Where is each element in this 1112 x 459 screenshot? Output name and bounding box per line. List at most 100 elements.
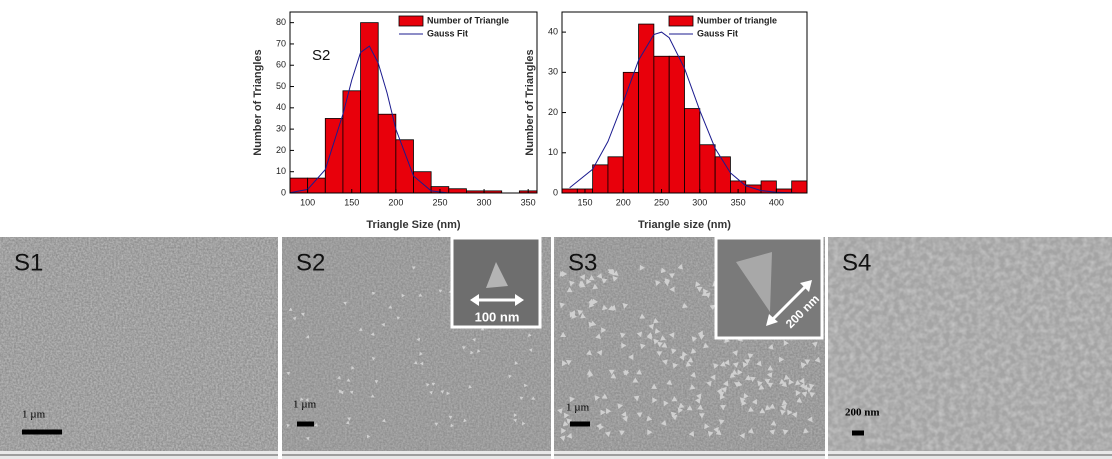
particle: [586, 278, 592, 285]
particle: [343, 301, 347, 306]
particle: [446, 391, 450, 396]
particle: [598, 424, 604, 430]
particle: [710, 374, 716, 381]
sem-texture: [828, 237, 1112, 459]
particle: [619, 430, 625, 436]
particle: [661, 342, 668, 348]
particle: [426, 383, 430, 387]
particle: [595, 333, 601, 340]
particle: [388, 305, 393, 309]
fit-line: [569, 31, 800, 194]
bar: [638, 23, 655, 194]
particle: [811, 341, 818, 348]
y-tick-label: 10: [548, 147, 558, 157]
particle: [337, 375, 341, 380]
particle: [677, 407, 684, 414]
particle: [370, 332, 375, 336]
particle: [411, 266, 416, 270]
bar: [653, 55, 670, 194]
particle: [513, 418, 517, 423]
particle: [561, 427, 567, 434]
particle: [636, 369, 643, 375]
particle: [766, 372, 773, 378]
particle: [741, 400, 747, 406]
bar: [448, 188, 467, 194]
particle: [696, 286, 703, 293]
particle: [374, 380, 379, 384]
particle: [654, 328, 661, 334]
particle: [463, 418, 467, 423]
particle: [569, 310, 575, 317]
particle: [347, 417, 351, 421]
scale-bar: [297, 421, 314, 427]
particle: [565, 360, 572, 366]
particle: [724, 359, 730, 366]
particle: [663, 400, 669, 407]
particle: [732, 362, 739, 368]
particle: [580, 313, 586, 319]
particle: [814, 356, 821, 363]
particle: [346, 378, 351, 382]
particle: [767, 365, 774, 371]
particle: [769, 403, 776, 409]
annotation: S2: [312, 47, 330, 64]
particle: [305, 335, 310, 339]
particle: [596, 273, 603, 279]
particle: [757, 380, 763, 387]
particle: [577, 309, 584, 316]
x-tick-label: 350: [521, 197, 536, 207]
particle: [653, 338, 659, 345]
x-axis-label: Triangle size (nm): [638, 219, 731, 231]
particle: [796, 397, 803, 403]
particle: [662, 359, 668, 366]
y-tick-label: 10: [276, 166, 286, 176]
particle: [418, 293, 423, 297]
particle: [413, 360, 418, 365]
y-axis-label: Number of Triangles: [524, 49, 536, 155]
particle: [301, 312, 305, 317]
particle: [438, 289, 443, 293]
y-tick-label: 30: [548, 67, 558, 77]
plot-frame: [289, 11, 538, 194]
particle: [288, 307, 293, 311]
particle: [338, 389, 343, 394]
bar: [324, 118, 344, 194]
scale-bar: [22, 429, 62, 435]
particle: [720, 404, 726, 411]
particle: [514, 361, 519, 365]
arrow-head: [515, 294, 524, 306]
particle: [653, 317, 659, 324]
particle: [768, 344, 774, 350]
particle: [588, 275, 595, 281]
particle: [601, 327, 607, 334]
particle: [468, 384, 472, 389]
particle: [523, 383, 528, 388]
particle: [799, 382, 806, 389]
particle: [639, 264, 645, 271]
particle: [588, 321, 594, 328]
particle: [679, 354, 685, 361]
particle: [522, 421, 526, 426]
x-tick-label: 400: [769, 197, 784, 207]
particle: [660, 267, 667, 274]
particle: [604, 431, 611, 437]
inset-arrow: [768, 282, 810, 324]
particle: [619, 332, 626, 339]
charts: 100 150 200 250 300 35001020304050607080Trian…: [252, 11, 808, 231]
particle: [723, 380, 729, 387]
particle: [578, 280, 585, 286]
y-axis-label: Number of Triangles: [252, 49, 264, 155]
particle: [562, 420, 569, 427]
bar: [377, 113, 397, 194]
particle: [671, 348, 677, 355]
particle: [381, 322, 385, 327]
bar: [699, 144, 716, 194]
x-tick-label: 200: [388, 197, 403, 207]
particle: [657, 341, 663, 348]
particle: [345, 420, 350, 425]
particle: [594, 395, 600, 401]
particle: [606, 408, 612, 414]
particle: [621, 342, 627, 349]
particle: [780, 404, 787, 411]
